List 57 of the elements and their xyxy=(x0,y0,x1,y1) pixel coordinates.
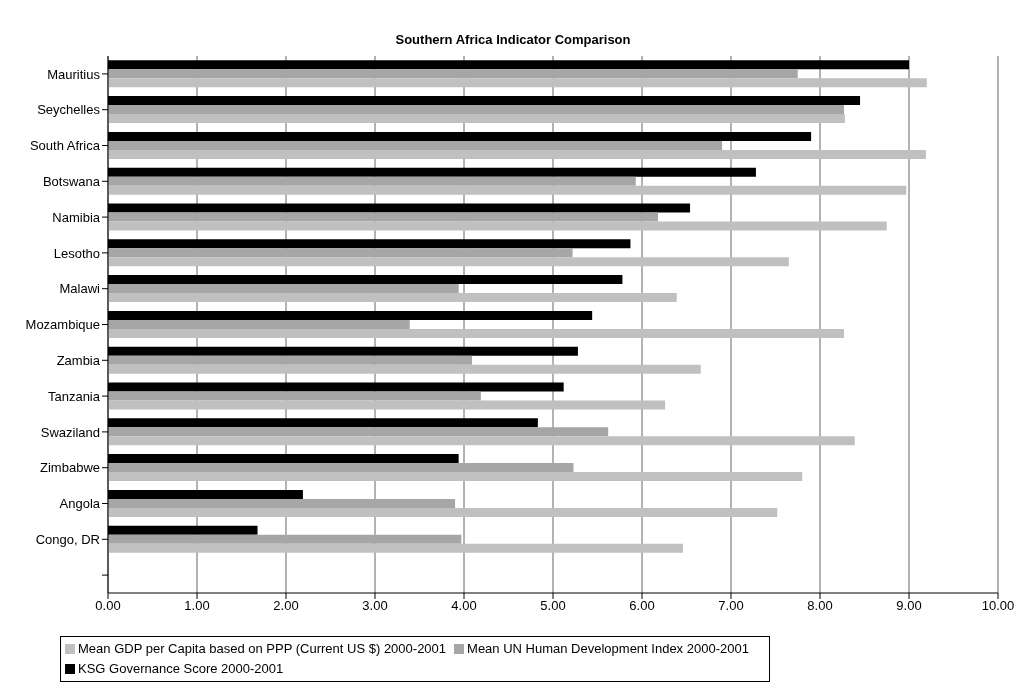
bar xyxy=(108,436,855,446)
bar xyxy=(108,472,803,482)
x-tick-label: 10.00 xyxy=(981,598,1015,614)
bar xyxy=(108,534,462,544)
bar xyxy=(108,140,723,150)
bar xyxy=(108,69,798,79)
bar xyxy=(108,185,907,195)
x-tick-label: 5.00 xyxy=(540,598,566,614)
legend-label: KSG Governance Score 2000-2001 xyxy=(77,660,284,678)
bar xyxy=(108,507,778,517)
chart-title: Southern Africa Indicator Comparison xyxy=(394,32,632,47)
y-tick-label: Mauritius xyxy=(47,66,101,82)
bar xyxy=(108,364,701,374)
y-tick-label: Congo, DR xyxy=(35,531,100,547)
bar xyxy=(108,284,459,294)
bar xyxy=(108,212,659,222)
x-tick-label: 0.00 xyxy=(95,598,121,614)
bar xyxy=(108,149,926,159)
bar xyxy=(108,105,845,115)
legend-label: Mean UN Human Development Index 2000-2001 xyxy=(466,640,749,658)
y-tick-label: Seychelles xyxy=(37,102,101,118)
y-tick-label: Lesotho xyxy=(53,245,100,261)
x-tick-label: 9.00 xyxy=(896,598,922,614)
bar xyxy=(108,176,636,186)
y-tick-label: Namibia xyxy=(52,209,101,225)
y-tick-label: Malawi xyxy=(59,281,101,297)
y-tick-label: Tanzania xyxy=(47,388,101,404)
bar xyxy=(108,427,609,437)
bar xyxy=(108,543,683,553)
bar xyxy=(108,498,456,508)
x-tick-label: 2.00 xyxy=(273,598,299,614)
bar xyxy=(108,463,574,473)
x-tick-label: 8.00 xyxy=(807,598,833,614)
y-tick-label: Botswana xyxy=(42,173,101,189)
bar xyxy=(108,257,789,267)
bar xyxy=(108,221,887,231)
bar xyxy=(108,391,481,401)
x-tick-label: 7.00 xyxy=(718,598,744,614)
y-tick-label: South Africa xyxy=(29,138,101,154)
y-tick-label: Zambia xyxy=(56,352,101,368)
bar xyxy=(108,319,410,329)
bar xyxy=(108,248,573,258)
legend-label: Mean GDP per Capita based on PPP (Current US $) 2000-2001 xyxy=(77,640,447,658)
bar xyxy=(108,78,927,88)
x-tick-label: 6.00 xyxy=(629,598,655,614)
y-tick-label: Angola xyxy=(59,496,101,512)
y-tick-label: Mozambique xyxy=(25,317,100,333)
bar xyxy=(108,400,666,410)
bar xyxy=(108,355,473,365)
bar xyxy=(108,293,677,303)
x-tick-label: 4.00 xyxy=(451,598,477,614)
x-tick-label: 1.00 xyxy=(184,598,210,614)
bar xyxy=(108,114,845,124)
y-tick-label: Zimbabwe xyxy=(40,460,100,476)
bar xyxy=(108,328,845,338)
x-tick-label: 3.00 xyxy=(362,598,388,614)
y-tick-label: Swaziland xyxy=(40,424,100,440)
